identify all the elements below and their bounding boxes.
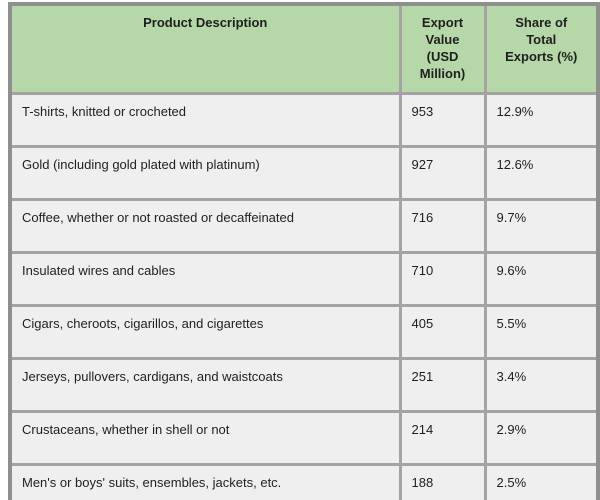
product-cell: Coffee, whether or not roasted or decaff…: [8, 198, 402, 254]
table-row: Men's or boys' suits, ensembles, jackets…: [8, 463, 600, 500]
value-cell: 405: [398, 304, 487, 360]
col-header-export-value: Export Value (USD Million): [398, 2, 487, 95]
value-cell: 716: [398, 198, 487, 254]
header-row: Product Description Export Value (USD Mi…: [8, 2, 600, 95]
product-cell: T-shirts, knitted or crocheted: [8, 92, 402, 148]
exports-table: Product Description Export Value (USD Mi…: [8, 2, 600, 500]
table-row: Crustaceans, whether in shell or not 214…: [8, 410, 600, 466]
value-cell: 710: [398, 251, 487, 307]
share-cell: 9.7%: [483, 198, 600, 254]
product-cell: Jerseys, pullovers, cardigans, and waist…: [8, 357, 402, 413]
product-cell: Cigars, cheroots, cigarillos, and cigare…: [8, 304, 402, 360]
value-cell: 927: [398, 145, 487, 201]
value-cell: 953: [398, 92, 487, 148]
value-cell: 188: [398, 463, 487, 500]
table-row: Jerseys, pullovers, cardigans, and waist…: [8, 357, 600, 413]
product-cell: Men's or boys' suits, ensembles, jackets…: [8, 463, 402, 500]
share-cell: 12.9%: [483, 92, 600, 148]
value-cell: 214: [398, 410, 487, 466]
share-cell: 12.6%: [483, 145, 600, 201]
share-cell: 2.5%: [483, 463, 600, 500]
table-row: Cigars, cheroots, cigarillos, and cigare…: [8, 304, 600, 360]
product-cell: Insulated wires and cables: [8, 251, 402, 307]
share-cell: 9.6%: [483, 251, 600, 307]
col-header-share-of-total-exports: Share of Total Exports (%): [483, 2, 600, 95]
table-row: T-shirts, knitted or crocheted 953 12.9%: [8, 92, 600, 148]
col-header-product-description: Product Description: [8, 2, 402, 95]
table-row: Coffee, whether or not roasted or decaff…: [8, 198, 600, 254]
share-cell: 3.4%: [483, 357, 600, 413]
table-row: Insulated wires and cables 710 9.6%: [8, 251, 600, 307]
product-cell: Crustaceans, whether in shell or not: [8, 410, 402, 466]
value-cell: 251: [398, 357, 487, 413]
table-row: Gold (including gold plated with platinu…: [8, 145, 600, 201]
share-cell: 2.9%: [483, 410, 600, 466]
share-cell: 5.5%: [483, 304, 600, 360]
product-cell: Gold (including gold plated with platinu…: [8, 145, 402, 201]
